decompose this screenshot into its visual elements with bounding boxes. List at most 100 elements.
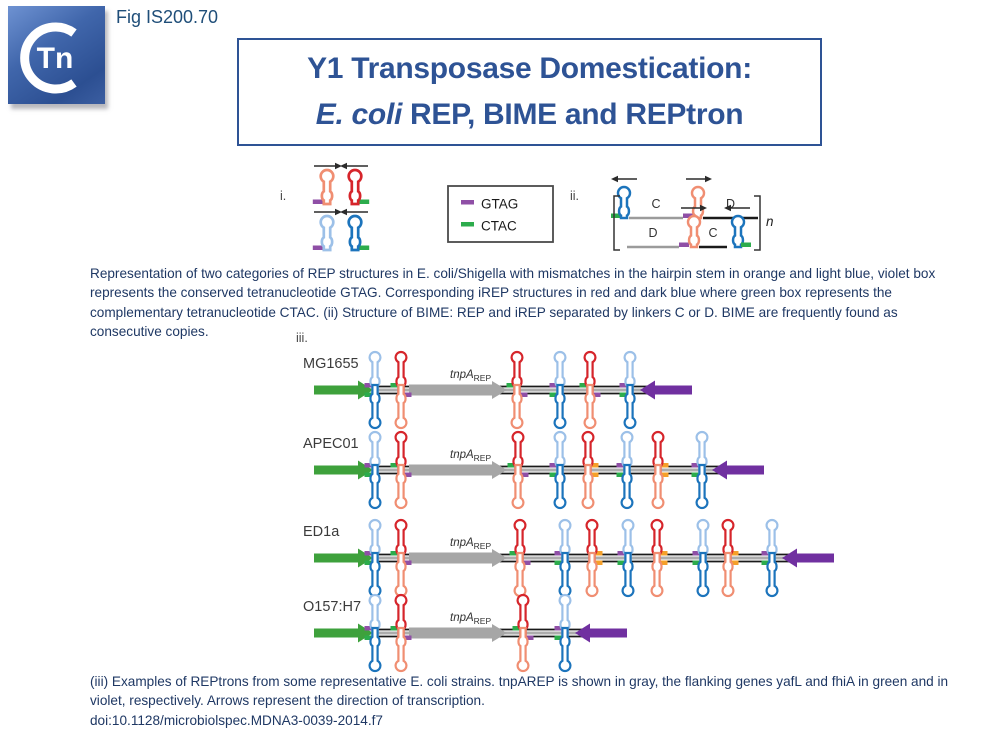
hairpin-icon bbox=[368, 430, 382, 477]
reptron-row-ED1a: ED1a tnpAREP bbox=[303, 518, 834, 598]
hairpin-icon bbox=[765, 551, 779, 598]
hairpin-icon bbox=[721, 551, 735, 598]
tnpa-gene-label: tnpAREP bbox=[450, 537, 491, 551]
hairpin-icon bbox=[621, 518, 635, 565]
hairpin-icon bbox=[558, 593, 572, 640]
tetranucleotide-box bbox=[522, 560, 531, 565]
hairpin-icon bbox=[368, 350, 382, 397]
transcription-arrowhead-icon bbox=[340, 162, 347, 170]
hairpin-icon bbox=[368, 593, 382, 640]
logo-text: Tn bbox=[37, 42, 74, 75]
hairpin-icon bbox=[650, 518, 664, 565]
strain-label: O157:H7 bbox=[303, 599, 361, 615]
hairpin-icon bbox=[394, 551, 408, 598]
rep-structure-iREP bbox=[340, 208, 370, 252]
tetranucleotide-box bbox=[509, 551, 518, 556]
hairpin-icon bbox=[553, 463, 567, 510]
tnpa-gene-arrow bbox=[409, 624, 507, 642]
yafl-gene-arrow bbox=[314, 623, 373, 643]
hairpin-icon bbox=[651, 430, 665, 477]
hairpin-icon bbox=[765, 518, 779, 565]
hairpin-icon bbox=[585, 518, 599, 565]
strain-label: MG1655 bbox=[303, 356, 359, 372]
tetranucleotide-box bbox=[512, 626, 521, 631]
tetranucleotide-box bbox=[660, 463, 669, 468]
yafl-gene-arrow bbox=[314, 460, 373, 480]
transcription-arrowhead-icon bbox=[705, 175, 712, 183]
tetranucleotide-box bbox=[691, 472, 700, 477]
tn-logo: Tn bbox=[8, 6, 105, 104]
tetranucleotide-box bbox=[554, 560, 563, 565]
linker-label: D bbox=[726, 197, 735, 211]
tetranucleotide-box bbox=[692, 560, 701, 565]
reptron-row-O157:H7: O157:H7 tnpAREP bbox=[303, 593, 627, 673]
hairpin-icon bbox=[394, 350, 408, 397]
tetranucleotide-box bbox=[525, 635, 534, 640]
hairpin-icon bbox=[558, 626, 572, 673]
hairpin-icon bbox=[730, 214, 746, 249]
title-line-2-rest: REP, BIME and REPtron bbox=[402, 98, 744, 131]
tnpa-gene-arrow bbox=[409, 549, 507, 567]
tnpa-gene-arrow bbox=[409, 381, 507, 399]
tetranucleotide-box bbox=[312, 245, 324, 250]
tetranucleotide-box bbox=[554, 635, 563, 640]
transcription-arrowhead-icon bbox=[611, 175, 618, 183]
tetranucleotide-box bbox=[390, 551, 399, 556]
tetranucleotide-box bbox=[358, 199, 370, 204]
tetranucleotide-box bbox=[364, 392, 373, 397]
fhia-gene-arrow bbox=[640, 380, 692, 400]
tetranucleotide-box bbox=[364, 472, 373, 477]
tetranucleotide-box bbox=[403, 560, 412, 565]
caption-panel-iii: (iii) Examples of REPtrons from some rep… bbox=[90, 672, 958, 730]
tetranucleotide-box bbox=[461, 222, 474, 227]
tetranucleotide-box bbox=[761, 551, 770, 556]
rep-structure-REP bbox=[312, 208, 342, 252]
fhia-gene-arrow bbox=[712, 460, 764, 480]
hairpin-icon bbox=[650, 551, 664, 598]
legend-label: CTAC bbox=[481, 219, 517, 234]
title-box: Y1 Transposase Domestication: E. coli RE… bbox=[237, 38, 822, 146]
tetranucleotide-box bbox=[679, 242, 689, 247]
hairpin-icon bbox=[513, 518, 527, 565]
tetranucleotide-box bbox=[554, 626, 563, 631]
tetranucleotide-box bbox=[619, 383, 628, 388]
hairpin-icon bbox=[690, 185, 706, 220]
bracket-left bbox=[613, 195, 620, 251]
tetranucleotide-box bbox=[594, 551, 603, 556]
rep-structure-REP bbox=[312, 162, 342, 206]
hairpin-icon bbox=[558, 518, 572, 565]
transcription-arrowhead-icon bbox=[724, 204, 731, 212]
hairpin-icon bbox=[511, 430, 525, 477]
title-line-2: E. coli REP, BIME and REPtron bbox=[239, 92, 820, 139]
hairpin-icon bbox=[394, 383, 408, 430]
fhia-gene-arrow bbox=[782, 548, 834, 568]
bracket-right bbox=[754, 195, 761, 251]
legend-box: GTAG CTAC bbox=[447, 185, 554, 243]
hairpin-icon bbox=[513, 551, 527, 598]
tetranucleotide-box bbox=[390, 463, 399, 468]
hairpin-icon bbox=[319, 168, 335, 206]
hairpin-icon bbox=[319, 214, 335, 252]
fhia-gene-arrow bbox=[575, 623, 627, 643]
hairpin-icon bbox=[516, 626, 530, 673]
hairpin-icon bbox=[368, 518, 382, 565]
caption-panel-iii-text: (iii) Examples of REPtrons from some rep… bbox=[90, 674, 949, 709]
reptron-row-APEC01: APEC01 tnpAREP bbox=[303, 430, 764, 510]
rep-structure-iREP bbox=[340, 162, 370, 206]
hairpin-icon bbox=[695, 463, 709, 510]
legend-border bbox=[447, 185, 554, 243]
hairpin-icon bbox=[558, 551, 572, 598]
tetranucleotide-box bbox=[549, 463, 558, 468]
hairpin-icon bbox=[368, 626, 382, 673]
hairpin-icon bbox=[394, 463, 408, 510]
repeat-count-label: n bbox=[766, 214, 774, 229]
hairpin-icon bbox=[585, 551, 599, 598]
tetranucleotide-box bbox=[364, 635, 373, 640]
hairpin-icon bbox=[651, 463, 665, 510]
hairpin-icon bbox=[394, 626, 408, 673]
linker-label: D bbox=[648, 226, 657, 240]
tetranucleotide-box bbox=[461, 200, 474, 205]
tetranucleotide-box bbox=[312, 199, 324, 204]
tetranucleotide-box bbox=[619, 392, 628, 397]
tetranucleotide-box bbox=[611, 213, 621, 218]
